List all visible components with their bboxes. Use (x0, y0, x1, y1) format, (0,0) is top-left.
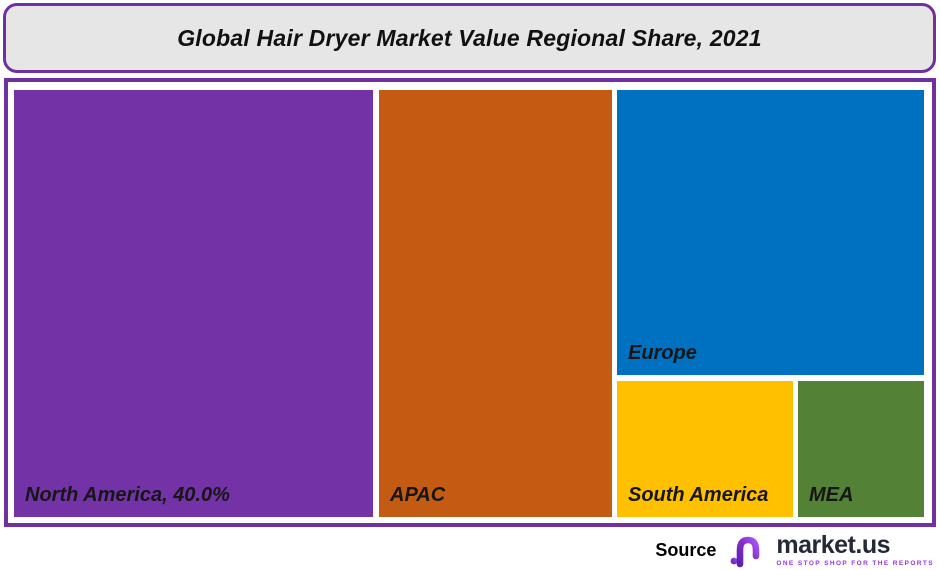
treemap-label-mea: MEA (809, 484, 854, 506)
treemap-block-apac: APAC (379, 90, 612, 517)
marketus-logo: market.us ONE STOP SHOP FOR THE REPORTS (730, 532, 934, 568)
treemap-block-north-america: North America, 40.0% (14, 90, 373, 517)
marketus-logo-icon (730, 535, 771, 568)
page-title: Global Hair Dryer Market Value Regional … (177, 24, 762, 51)
treemap-block-europe: Europe (617, 90, 924, 375)
treemap-block-south-america: South America (617, 381, 793, 517)
treemap-label-europe: Europe (628, 342, 697, 364)
treemap-label-apac: APAC (390, 484, 446, 506)
marketus-brand-tagline: ONE STOP SHOP FOR THE REPORTS (776, 559, 934, 567)
treemap-frame: North America, 40.0% APAC Europe South A… (4, 78, 936, 527)
source-attribution: Source market.us ONE STOP SHOP FOR THE R… (655, 530, 934, 570)
marketus-brand-name: market.us (776, 530, 890, 559)
source-label: Source (655, 539, 717, 560)
treemap-label-south-america: South America (628, 484, 769, 506)
marketus-brand-text: market.us ONE STOP SHOP FOR THE REPORTS (776, 530, 934, 568)
treemap-block-mea: MEA (798, 381, 924, 517)
treemap-label-north-america: North America, 40.0% (25, 484, 230, 506)
chart-title-banner: Global Hair Dryer Market Value Regional … (3, 3, 936, 73)
